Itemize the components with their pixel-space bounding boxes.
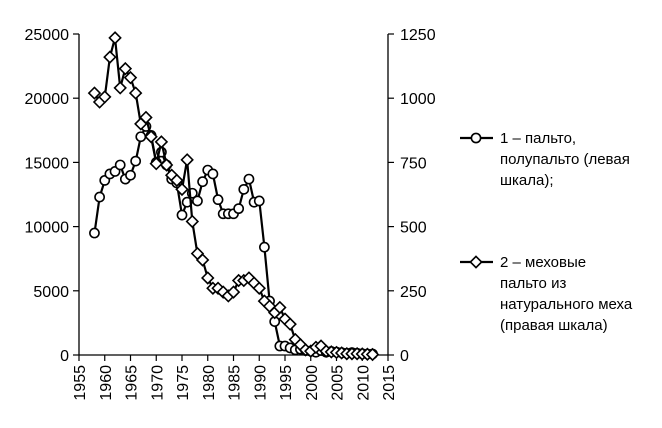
series-1 <box>89 121 378 360</box>
diamond-marker <box>180 153 194 167</box>
circle-marker <box>192 195 203 207</box>
diamond-marker <box>113 81 127 95</box>
legend-label: (правая шкала) <box>500 317 608 334</box>
y-right-tick-label: 750 <box>400 155 427 172</box>
x-tick-label: 1965 <box>124 365 141 401</box>
circle-marker <box>238 183 250 195</box>
diamond-marker <box>273 300 287 315</box>
y-right-tick-label: 1250 <box>400 27 436 44</box>
legend-label: 2 – меховые <box>500 254 586 271</box>
circle-marker <box>135 131 147 143</box>
y-right-tick-label: 500 <box>400 220 427 237</box>
x-tick-label: 1980 <box>201 365 218 401</box>
y-left-tick-label: 20000 <box>25 91 70 108</box>
circle-marker <box>253 195 265 207</box>
x-tick-label: 1975 <box>175 365 192 401</box>
legend-label: пальто из <box>500 275 566 292</box>
diamond-marker <box>469 255 483 269</box>
diamond-marker <box>118 61 133 76</box>
x-tick-label: 1995 <box>278 365 295 401</box>
x-tick-label: 1970 <box>149 365 166 401</box>
circle-marker <box>470 132 482 144</box>
diamond-marker <box>283 317 297 331</box>
ticks: 0 5000 10000 15000 20000 25000 0 250 500 750 1000 1… <box>25 27 436 401</box>
circle-marker <box>233 203 245 215</box>
diamond-marker <box>98 90 112 104</box>
diamond-marker <box>139 110 153 125</box>
diamond-marker <box>195 253 210 267</box>
diamond-marker <box>159 158 174 172</box>
y-right-tick-label: 1000 <box>400 91 436 108</box>
x-tick-label: 1985 <box>227 365 244 401</box>
circle-marker <box>94 191 105 203</box>
legend-label: натурального меха <box>500 296 633 313</box>
circle-marker <box>197 176 208 188</box>
circle-marker <box>89 227 100 239</box>
circle-marker <box>176 209 188 221</box>
circle-marker <box>125 169 136 181</box>
circle-marker <box>258 241 270 253</box>
x-tick-label: 2010 <box>355 365 372 401</box>
diamond-marker <box>201 271 215 285</box>
diamond-marker <box>185 214 200 229</box>
x-tick-label: 2015 <box>381 365 398 401</box>
diamond-marker <box>170 173 184 188</box>
legend-entry-2: 2 – меховые пальто из натурального меха (пр… <box>460 254 633 334</box>
legend: 1 – пальто, полупальто (левая шкала); 2 – м… <box>460 130 633 334</box>
circle-marker <box>130 155 142 167</box>
circle-marker <box>207 168 219 180</box>
diamond-marker <box>144 129 158 144</box>
x-tick-label: 2000 <box>304 365 321 401</box>
y-left-tick-label: 10000 <box>25 220 70 237</box>
legend-label: 1 – пальто, <box>500 130 576 147</box>
y-right-tick-label: 250 <box>400 284 427 301</box>
diamond-marker <box>154 135 169 149</box>
circle-marker <box>212 194 224 206</box>
circle-marker <box>243 173 255 185</box>
diamond-marker <box>87 86 102 100</box>
x-tick-label: 1960 <box>98 365 115 401</box>
diamond-marker <box>226 285 241 299</box>
y-right-tick-label: 0 <box>400 348 409 365</box>
diamond-marker <box>149 156 163 171</box>
y-left-tick-label: 0 <box>60 348 69 365</box>
series-2 <box>87 31 380 362</box>
legend-label: шкала); <box>500 172 554 189</box>
series-2-line <box>93 36 373 356</box>
y-left-tick-label: 25000 <box>25 27 70 44</box>
diamond-marker <box>252 281 266 295</box>
axes <box>78 34 389 356</box>
x-tick-label: 2005 <box>330 365 347 401</box>
diamond-marker <box>128 86 143 100</box>
diamond-marker <box>103 50 117 64</box>
x-tick-label: 1955 <box>72 365 89 401</box>
diamond-marker <box>123 70 138 85</box>
circle-marker <box>114 159 126 171</box>
x-tick-label: 1990 <box>252 365 269 401</box>
diamond-marker <box>175 182 189 197</box>
y-left-tick-label: 15000 <box>25 155 70 172</box>
plot-area <box>87 31 380 362</box>
y-left-tick-label: 5000 <box>33 284 69 301</box>
legend-label: полупальто (левая <box>500 151 630 168</box>
diamond-marker <box>108 31 122 45</box>
legend-entry-1: 1 – пальто, полупальто (левая шкала); <box>460 130 630 189</box>
diamond-marker <box>365 347 380 362</box>
